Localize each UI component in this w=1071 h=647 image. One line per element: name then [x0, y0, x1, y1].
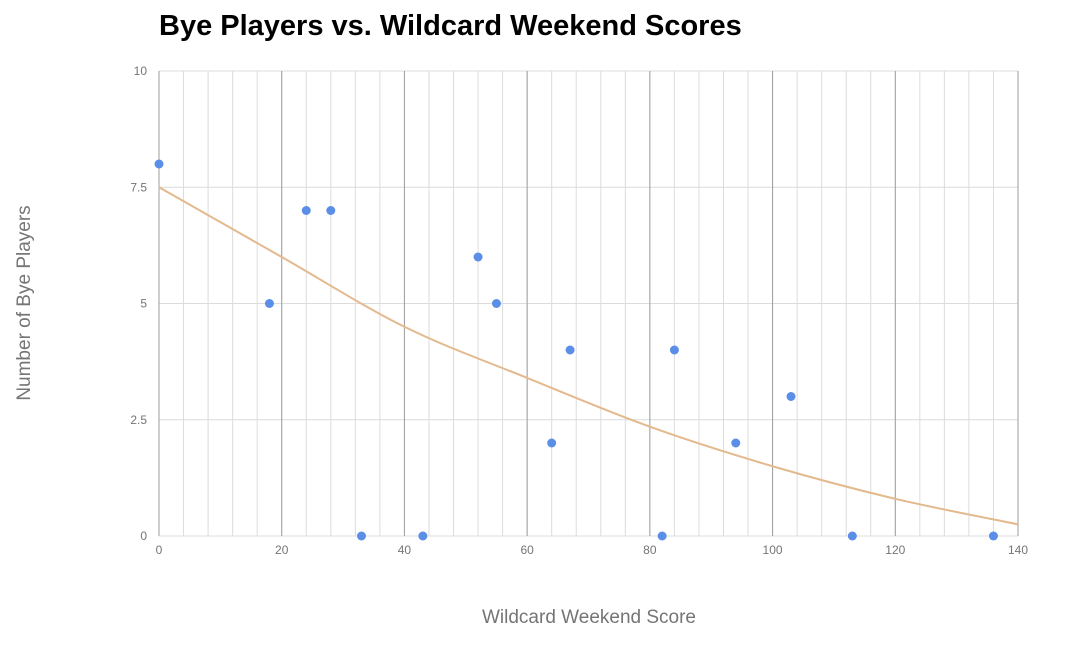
x-tick-label: 140 — [1008, 543, 1028, 557]
data-point — [565, 345, 575, 355]
x-axis-label: Wildcard Weekend Score — [481, 607, 697, 628]
x-axis-ticks: 0 20 40 60 80 100 120 140 — [156, 543, 1029, 557]
y-tick-label: 10 — [134, 64, 148, 78]
chart-title: Bye Players vs. Wildcard Weekend Scores — [159, 10, 742, 42]
data-point — [657, 531, 667, 541]
data-point — [326, 206, 336, 215]
data-point — [301, 206, 311, 215]
data-point — [786, 392, 796, 401]
data-point — [491, 299, 501, 308]
x-tick-label: 0 — [156, 543, 163, 557]
minor-grid — [158, 70, 1019, 537]
y-tick-label: 7.5 — [130, 180, 147, 194]
data-point — [847, 531, 857, 541]
data-point — [356, 531, 366, 541]
data-point — [547, 438, 557, 448]
data-point — [418, 531, 428, 541]
data-point — [473, 252, 483, 262]
data-point — [669, 345, 679, 355]
y-tick-label: 0 — [140, 529, 147, 543]
data-point — [264, 299, 274, 308]
data-points — [154, 159, 998, 541]
y-tick-label: 2.5 — [130, 413, 147, 427]
trendline — [158, 186, 1019, 526]
major-grid — [158, 71, 1019, 536]
data-point — [154, 159, 164, 169]
x-tick-label: 40 — [398, 543, 412, 557]
x-tick-label: 100 — [763, 543, 783, 557]
data-point — [731, 438, 741, 448]
x-tick-label: 120 — [885, 543, 905, 557]
x-tick-label: 80 — [643, 543, 657, 557]
y-tick-label: 5 — [140, 297, 147, 311]
y-axis-label: Number of Bye Players — [14, 205, 35, 401]
data-point — [988, 531, 998, 541]
y-axis-ticks: 0 2.5 5 7.5 10 — [130, 64, 147, 543]
x-tick-label: 60 — [520, 543, 534, 557]
x-tick-label: 20 — [275, 543, 289, 557]
